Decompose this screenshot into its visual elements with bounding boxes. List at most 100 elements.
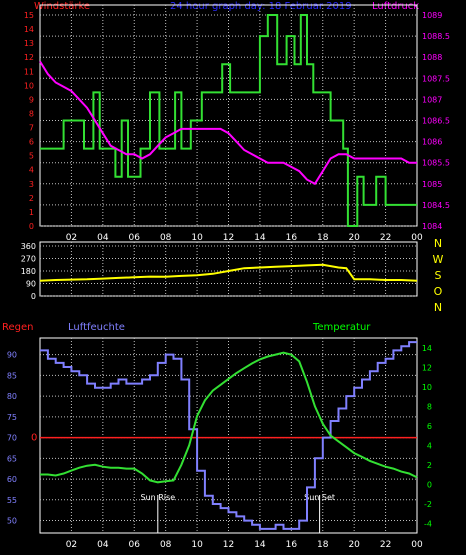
x-tick-label: 14	[254, 540, 266, 550]
x-tick-label: 08	[160, 233, 172, 243]
humidity-tick-label: 70	[7, 434, 17, 443]
wind-tick-label: 9	[29, 95, 34, 104]
panel3-left-ticks: 50 55 60 65 70 75 80 85 90	[7, 351, 17, 526]
compass-label: N	[434, 301, 442, 314]
compass-label: W	[433, 253, 444, 266]
x-tick-label: 06	[129, 540, 141, 550]
x-tick-label: 10	[191, 233, 203, 243]
pressure-tick-label: 1087	[422, 95, 442, 104]
sun-marker-label: Sun Rise	[140, 493, 175, 502]
pressure-tick-label: 1084	[422, 222, 442, 231]
temperature-tick-label: 8	[427, 402, 432, 411]
pressure-tick-label: 1089	[422, 11, 442, 20]
pressure-tick-label: 1087.5	[422, 74, 450, 83]
humidity-tick-label: 50	[7, 517, 17, 526]
wind-tick-label: 11	[24, 67, 34, 76]
direction-tick-label: 360	[21, 242, 36, 251]
wind-tick-label: 12	[24, 53, 34, 62]
pressure-tick-label: 1088	[422, 53, 442, 62]
humidity-tick-label: 60	[7, 475, 17, 484]
humidity-tick-label: 55	[7, 496, 17, 505]
humidity-line	[40, 341, 417, 530]
compass-label: S	[435, 269, 442, 282]
wind-tick-label: 15	[24, 11, 34, 20]
wind-tick-label: 7	[29, 124, 34, 133]
temperature-tick-label: 4	[427, 441, 432, 450]
x-tick-label: 04	[97, 540, 109, 550]
wind-tick-label: 2	[29, 194, 34, 203]
humidity-tick-label: 65	[7, 454, 17, 463]
x-tick-label: 12	[223, 233, 234, 243]
humidity-tick-label: 90	[7, 351, 17, 360]
temperature-axis-title: Temperatur	[312, 322, 371, 333]
x-tick-label: 22	[380, 540, 391, 550]
wind-axis-title: Windstärke	[34, 1, 90, 12]
pressure-tick-label: 1086	[422, 138, 442, 147]
pressure-line	[39, 60, 417, 186]
x-tick-label: 06	[129, 233, 141, 243]
wind-tick-label: 5	[29, 152, 34, 161]
x-tick-label: 16	[286, 233, 298, 243]
x-tick-label: 18	[317, 540, 329, 550]
compass-label: O	[434, 285, 443, 298]
direction-tick-label: 270	[21, 255, 36, 264]
temperature-tick-label: 14	[422, 344, 432, 353]
sun-marker-label: Sun Set	[304, 493, 335, 502]
temperature-tick-label: 10	[422, 383, 432, 392]
x-tick-label: 22	[380, 233, 391, 243]
humidity-tick-label: 80	[7, 392, 17, 401]
sun-annotations: Sun Rise Sun Set	[140, 493, 335, 533]
temperature-tick-label: -4	[424, 519, 432, 528]
direction-tick-label: 180	[21, 267, 36, 276]
x-tick-label: 12	[223, 540, 234, 550]
direction-tick-label: 0	[31, 292, 36, 301]
pressure-tick-label: 1086.5	[422, 117, 450, 126]
graph-title: 24 hour graph day: 18 Februar 2019	[170, 1, 352, 12]
wind-tick-label: 13	[24, 39, 34, 48]
x-tick-label: 04	[97, 233, 109, 243]
wind-tick-label: 4	[29, 166, 34, 175]
temperature-tick-label: 6	[427, 422, 432, 431]
panel2-grid	[40, 242, 417, 297]
wind-tick-label: 1	[29, 208, 34, 217]
panel3-x-ticks: 02 04 06 08 10 12 14 16 18 20 22 00	[66, 540, 423, 550]
temperature-line	[40, 351, 418, 484]
wind-tick-label: 10	[24, 81, 34, 90]
wind-tick-label: 3	[29, 180, 34, 189]
temperature-tick-label: 2	[427, 461, 432, 470]
x-tick-label: 00	[411, 540, 423, 550]
x-tick-label: 18	[317, 233, 329, 243]
panel2-left-ticks: 0 90 180 270 360	[21, 242, 36, 301]
x-tick-label: 20	[348, 233, 360, 243]
x-tick-label: 10	[191, 540, 203, 550]
panel3-right-ticks: -4 -2 0 2 4 6 8 10 12 14	[422, 344, 432, 529]
pressure-tick-label: 1085.5	[422, 159, 450, 168]
pressure-tick-label: 1088.5	[422, 32, 450, 41]
panel1-right-ticks: 1084 1084.5 1085 1085.5 1086 1086.5 1087 1087.5…	[422, 11, 450, 231]
wind-tick-label: 0	[29, 222, 34, 231]
compass-label: N	[434, 237, 442, 250]
x-tick-label: 02	[66, 540, 77, 550]
temperature-tick-label: -2	[424, 500, 432, 509]
panel1-x-ticks: 02 04 06 08 10 12 14 16 18 20 22 00	[66, 233, 423, 243]
panel1-grid	[40, 5, 417, 227]
panel3-grid	[40, 338, 417, 533]
direction-tick-label: 90	[26, 280, 36, 289]
rain-axis-title: Regen	[2, 322, 34, 333]
x-tick-label: 20	[348, 540, 360, 550]
x-tick-label: 16	[286, 540, 298, 550]
temperature-tick-label: 0	[427, 480, 432, 489]
x-tick-label: 02	[66, 233, 77, 243]
pressure-tick-label: 1084.5	[422, 201, 450, 210]
rain-value-label: 0	[31, 433, 37, 444]
pressure-axis-title: Luftdruck	[372, 1, 419, 12]
humidity-tick-label: 85	[7, 371, 17, 380]
x-tick-label: 14	[254, 233, 266, 243]
temperature-tick-label: 12	[422, 363, 432, 372]
humidity-axis-title: Luftfeuchte	[68, 322, 125, 333]
